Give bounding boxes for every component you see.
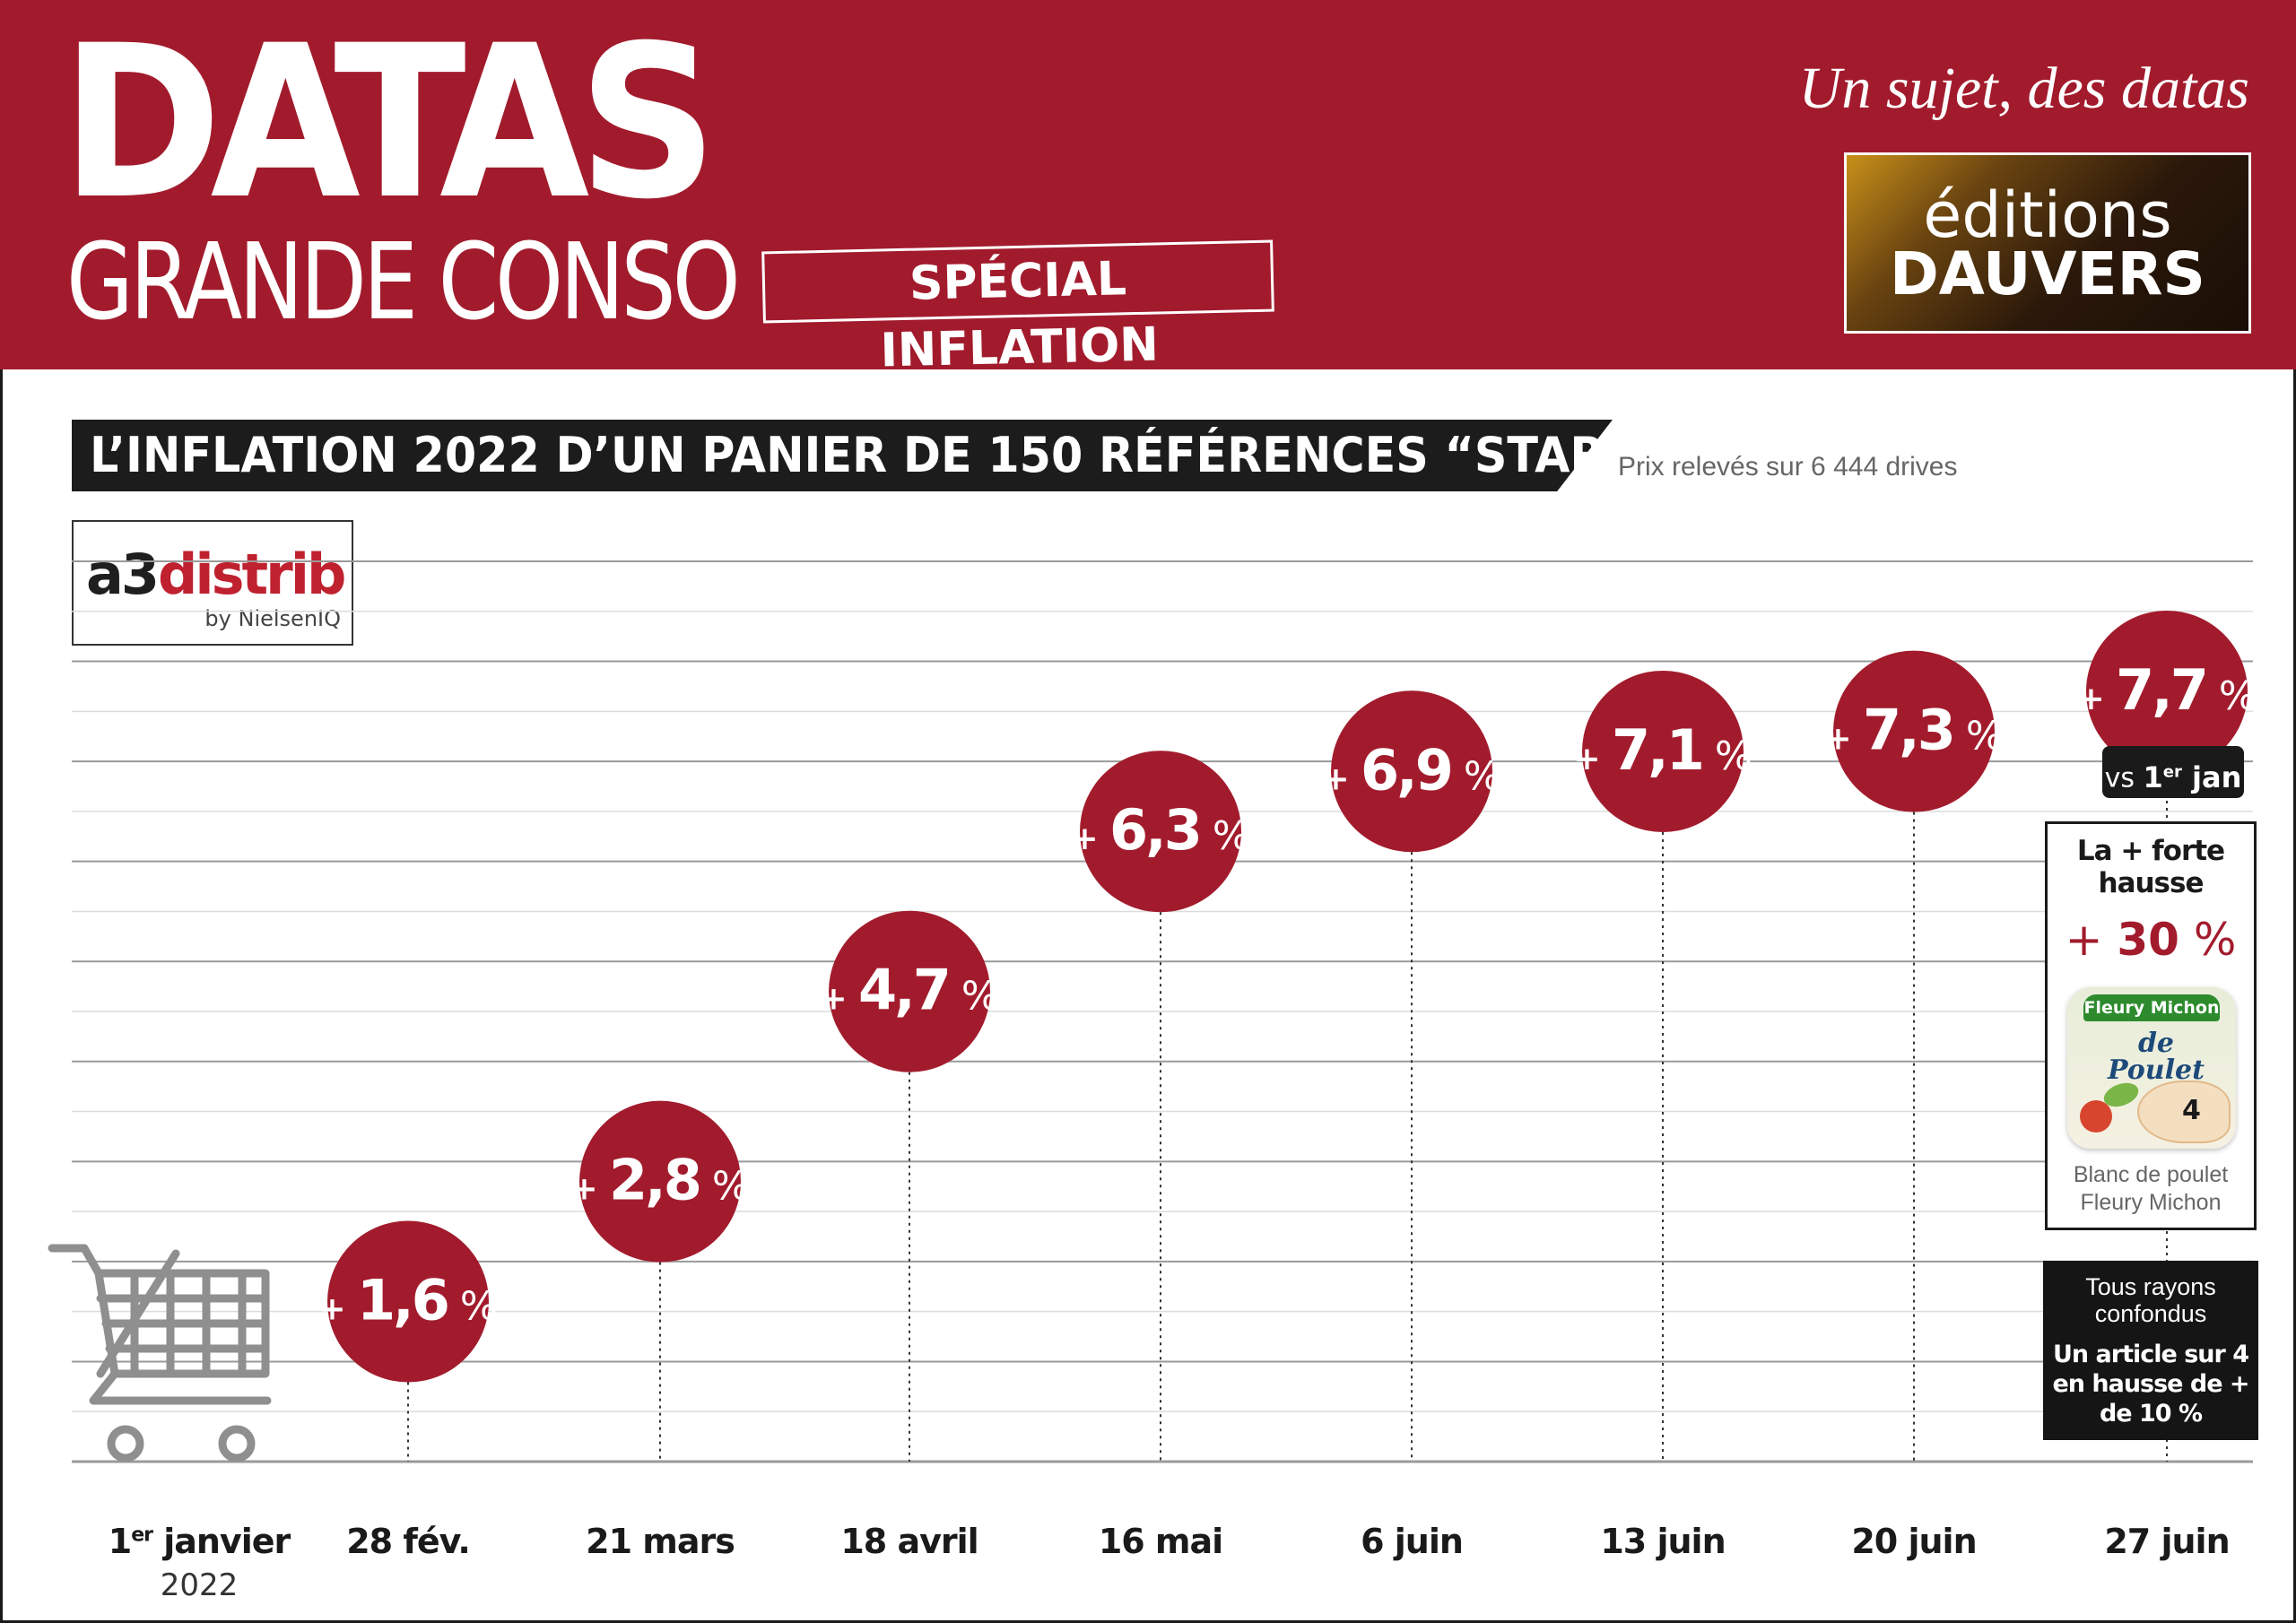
summary-box: Tous rayons confondus Un article sur 4 e… [2043,1261,2258,1440]
data-bubble [1331,690,1492,853]
product-count: 4 [2182,1095,2201,1126]
data-bubble [579,1100,741,1263]
a3distrib-logo-byline: by NielsenIQ [204,606,341,631]
data-label: + 4,7 % [820,958,998,1023]
ham-slice-icon [2137,1081,2231,1143]
tagline: Un sujet, des datas [1798,56,2249,121]
x-tick-label: 21 mars [586,1522,735,1561]
a3distrib-logo: a3 distrib by NielsenIQ [72,520,353,646]
x-tick-label: 27 juin [2104,1522,2230,1561]
data-label: + 7,1 % [1573,717,1752,783]
data-bubble [1833,650,1995,812]
a3distrib-logo-distrib: distrib [158,542,346,607]
chart-subtitle: Prix relevés sur 6 444 drives [1618,452,1958,482]
chart-title-bar [72,420,1613,491]
highest-increase-box: La + forte hausse + 30 % Fleury Michon d… [2045,821,2257,1230]
tomato-icon [2080,1100,2112,1133]
summary-line1: Tous rayons confondus [2085,1273,2216,1327]
chart-title: L’INFLATION 2022 D’UN PANIER DE 150 RÉFÉ… [90,427,1635,483]
x-tick-label: 1er janvier [108,1522,291,1561]
content-frame [0,369,2296,1623]
x-tick-year: 2022 [160,1567,239,1603]
data-bubble [327,1220,489,1383]
x-tick-label: 18 avril [840,1522,978,1561]
publisher-logo-line1: éditions [1923,178,2172,252]
data-label: + 6,9 % [1322,737,1500,803]
masthead-title: DATAS [61,1,718,246]
data-bubble [829,910,990,1072]
shopping-cart-icon [48,1244,272,1462]
data-bubble [1582,670,1744,832]
x-tick-label: 28 fév. [346,1522,471,1561]
product-brand: Fleury Michon [2083,994,2220,1021]
data-label: + 7,7 % [2077,657,2256,723]
data-label: + 7,3 % [1824,698,2003,763]
product-image: Fleury Michon de Poulet 4 [2067,987,2236,1149]
x-tick-label: 13 juin [1600,1522,1726,1561]
publisher-logo[interactable]: éditions DAUVERS [1844,152,2251,334]
data-bubble [1080,751,1241,913]
data-bubble [2086,611,2248,773]
highest-increase-heading: La + forte hausse [2076,835,2225,899]
x-tick-label: 20 juin [1851,1522,1977,1561]
product-name: de Poulet [2108,1028,2205,1086]
x-tick-label: 16 mai [1098,1522,1223,1561]
summary-line2: Un article sur 4 en hausse de + de 10 % [2052,1341,2249,1428]
header-banner: DATAS GRANDE CONSO SPÉCIAL INFLATION Un … [0,0,2296,378]
x-tick-label: 6 juin [1361,1522,1464,1561]
chart-marks: + 1,6 % + 2,8 % + 4,7 % + 6,3 % + 6,9 % + 7,1… [318,611,2257,1462]
product-caption: Blanc de poulet Fleury Michon [2073,1162,2229,1215]
a3distrib-logo-a3: a3 [86,542,160,607]
publisher-logo-line2: DAUVERS [1890,239,2205,308]
data-label: + 1,6 % [318,1268,497,1333]
data-label: + 6,3 % [1071,797,1249,863]
highest-increase-value: + 30 % [2065,914,2237,966]
data-label: + 2,8 % [570,1148,749,1213]
masthead-subtitle: GRANDE CONSO [66,220,741,343]
vs-first-january-badge: vs 1er jan [2102,746,2244,798]
